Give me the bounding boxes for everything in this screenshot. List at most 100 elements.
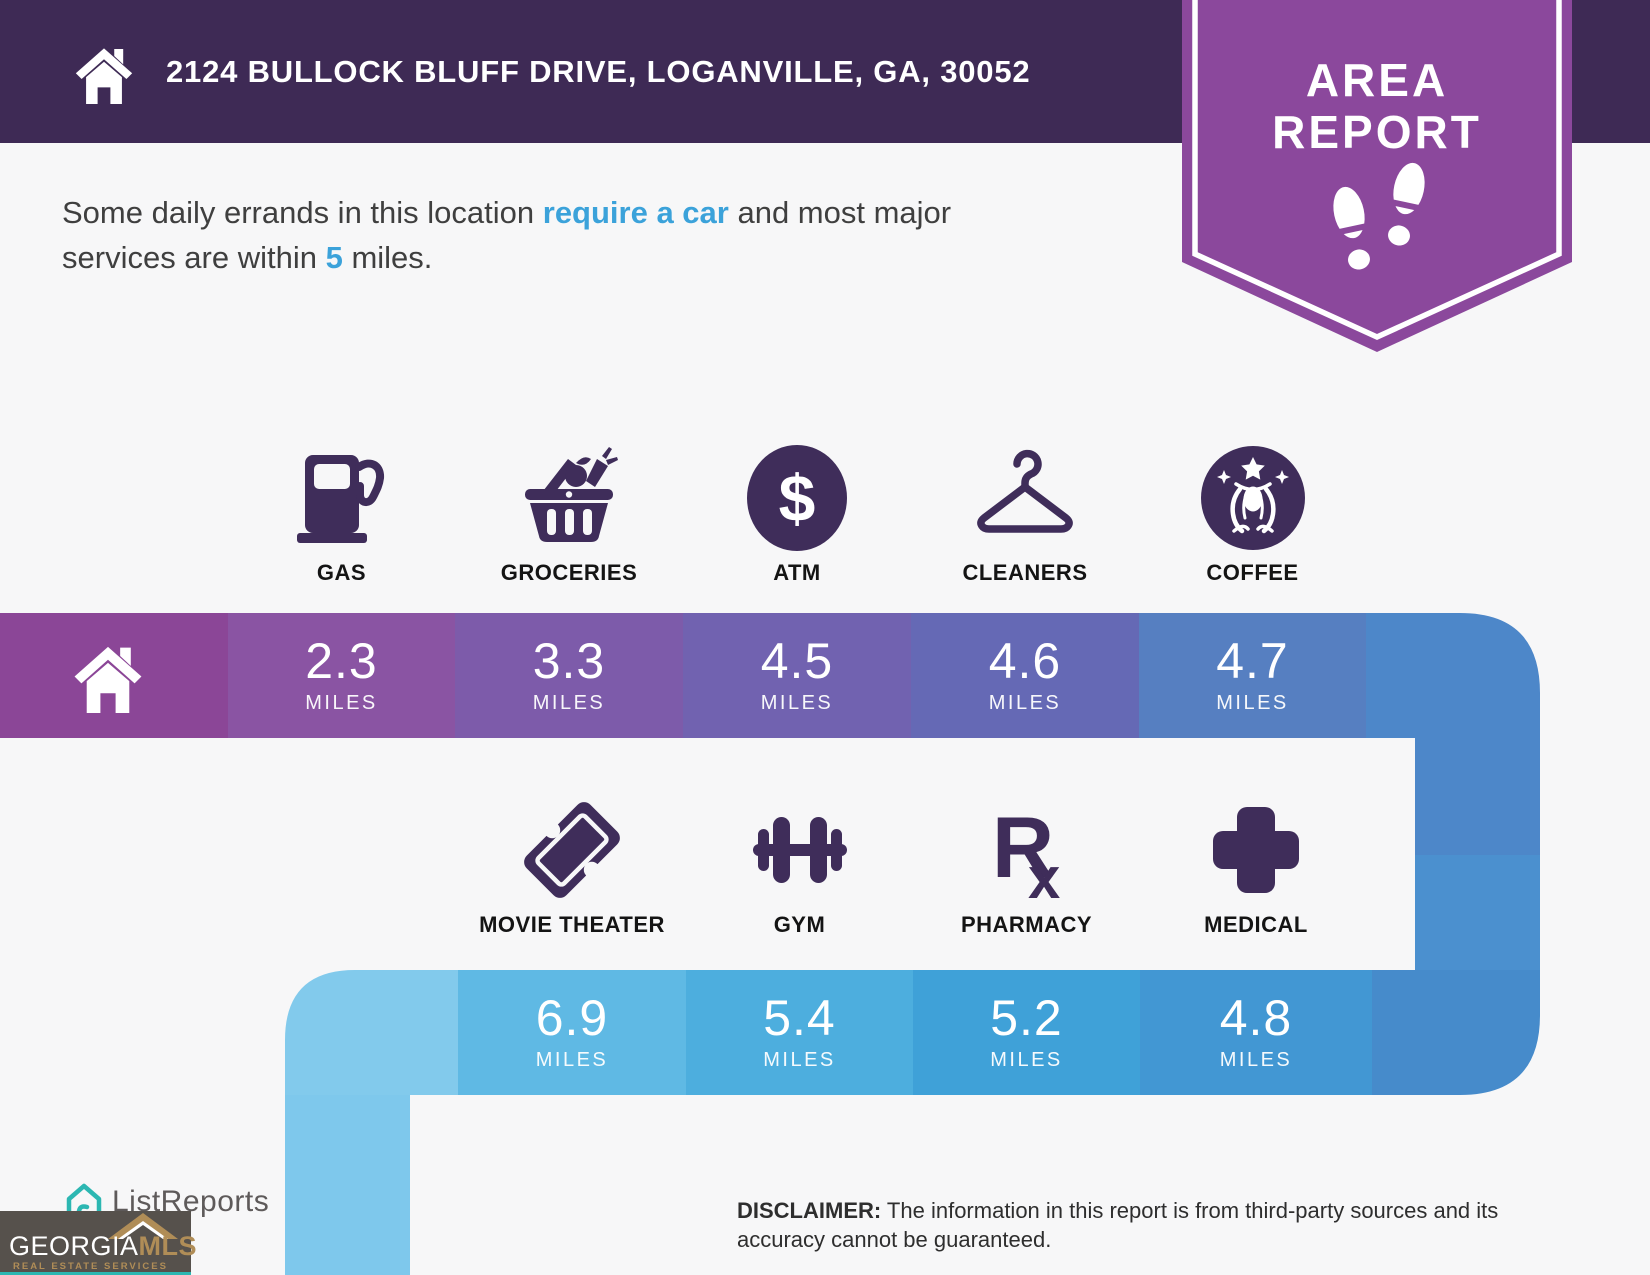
gas-pump-icon xyxy=(296,455,384,543)
rx-icon: R x xyxy=(992,800,1060,905)
mls-tagline: REAL ESTATE SERVICES xyxy=(13,1261,168,1272)
distance-unit: MILES xyxy=(1219,1049,1293,1071)
badge-shape xyxy=(1182,0,1572,352)
distance-unit: MILES xyxy=(988,692,1062,714)
amenity-label: GROCERIES xyxy=(500,560,638,585)
band1-coffee-segment xyxy=(1139,613,1366,738)
distance-unit: MILES xyxy=(1216,692,1289,714)
amenity-coffee: COFFEE xyxy=(1139,443,1366,586)
amenity-gas: GAS xyxy=(228,443,455,586)
badge-title-line2: REPORT xyxy=(1272,106,1482,158)
mls-wordmark-georgia: GEORGIA xyxy=(9,1231,139,1261)
left-strip xyxy=(285,1095,410,1275)
distance-value: 4.7 xyxy=(1216,633,1289,689)
georgia-mls-logo: GEORGIAMLS REAL ESTATE SERVICES xyxy=(0,1211,197,1275)
amenity-label: GYM xyxy=(773,912,826,937)
distance-movie-theater: 6.9 MILES xyxy=(458,970,686,1095)
distance-value: 4.5 xyxy=(760,633,834,689)
distance-unit: MILES xyxy=(760,692,834,714)
home-icon-band xyxy=(74,646,142,713)
band1-turn-segment xyxy=(1366,613,1540,738)
intro-highlight-miles: 5 xyxy=(325,240,343,275)
distance-gym: 5.4 MILES xyxy=(686,970,913,1095)
distance-pharmacy: 5.2 MILES xyxy=(913,970,1140,1095)
distance-unit: MILES xyxy=(990,1049,1063,1071)
disclaimer-label: DISCLAIMER: xyxy=(737,1198,882,1223)
intro-line2: services are within 5 miles. xyxy=(62,235,1142,280)
intro-line1-pre: Some daily errands in this location xyxy=(62,195,543,230)
distance-unit: MILES xyxy=(763,1049,836,1071)
distance-groceries: 3.3 MILES xyxy=(455,613,683,738)
right-strip-upper xyxy=(1415,738,1540,855)
band1-gas-segment xyxy=(228,613,455,738)
amenity-pharmacy: R x PHARMACY xyxy=(913,795,1140,938)
distance-value: 4.6 xyxy=(988,633,1062,689)
amenity-label: CLEANERS xyxy=(962,560,1088,585)
disclaimer-text: The information in this report is from t… xyxy=(737,1198,1499,1252)
amenity-label: PHARMACY xyxy=(960,912,1093,937)
amenity-gym: GYM xyxy=(686,795,913,938)
amenity-movie-theater: MOVIE THEATER xyxy=(458,795,686,938)
distance-unit: MILES xyxy=(305,692,378,714)
mls-teal-strip xyxy=(0,1272,191,1275)
distance-value: 2.3 xyxy=(305,633,378,689)
distance-unit: MILES xyxy=(535,1049,609,1071)
amenity-label: GAS xyxy=(316,560,367,585)
mls-wordmark-mls: MLS xyxy=(138,1231,198,1261)
intro-line2-pre: services are within xyxy=(62,240,326,275)
amenity-groceries: GROCERIES xyxy=(455,443,683,586)
property-address: 2124 BULLOCK BLUFF DRIVE, LOGANVILLE, GA… xyxy=(166,53,1031,89)
band2-movie-segment xyxy=(458,970,686,1095)
intro-line2-post: miles. xyxy=(342,240,433,275)
band2-pharmacy-segment xyxy=(913,970,1140,1095)
atm-dollar-icon: $ xyxy=(747,445,847,551)
distance-coffee: 4.7 MILES xyxy=(1139,613,1366,738)
medical-cross-icon xyxy=(1213,807,1299,893)
amenity-medical: MEDICAL xyxy=(1140,795,1372,938)
amenity-cleaners: CLEANERS xyxy=(911,443,1139,586)
distance-value: 6.9 xyxy=(535,990,609,1046)
svg-text:R: R xyxy=(992,800,1054,896)
disclaimer: DISCLAIMER: The information in this repo… xyxy=(737,1196,1587,1254)
intro-text: Some daily errands in this location requ… xyxy=(62,190,1142,280)
badge-title-line1: AREA xyxy=(1306,54,1448,106)
band1-cleaners-segment xyxy=(911,613,1139,738)
amenity-label: MEDICAL xyxy=(1204,912,1308,937)
intro-line1-post: and most major xyxy=(728,195,952,230)
right-strip-lower xyxy=(1415,855,1540,970)
distance-value: 5.2 xyxy=(990,990,1063,1046)
band1-atm-segment xyxy=(683,613,911,738)
movie-ticket-icon xyxy=(524,802,620,898)
starbucks-siren-icon xyxy=(1200,446,1305,550)
svg-text:$: $ xyxy=(779,461,816,535)
distance-gas: 2.3 MILES xyxy=(228,613,455,738)
dumbbell-icon xyxy=(752,817,847,883)
mls-wordmark: GEORGIAMLS xyxy=(9,1231,197,1262)
band2-gym-segment xyxy=(686,970,913,1095)
band1-groceries-segment xyxy=(455,613,683,738)
band2-curve-segment xyxy=(285,970,458,1095)
intro-highlight-car: require a car xyxy=(542,195,729,230)
amenity-label: ATM xyxy=(773,560,821,585)
badge-inner-border xyxy=(1192,0,1562,341)
band2-medical-segment xyxy=(1140,970,1372,1095)
band2-turn-segment xyxy=(1372,970,1540,1095)
distance-medical: 4.8 MILES xyxy=(1140,970,1372,1095)
mls-roof-icon xyxy=(108,1213,178,1239)
intro-line1: Some daily errands in this location requ… xyxy=(62,190,1142,235)
footprints-icon xyxy=(1333,162,1425,270)
hanger-icon xyxy=(977,449,1073,533)
distance-unit: MILES xyxy=(532,692,606,714)
distance-cleaners: 4.6 MILES xyxy=(911,613,1139,738)
home-icon xyxy=(75,47,133,104)
area-report-badge: AREA REPORT xyxy=(1182,0,1572,360)
grocery-basket-icon xyxy=(525,447,618,542)
distance-value: 3.3 xyxy=(532,633,606,689)
distance-value: 4.8 xyxy=(1219,990,1293,1046)
amenity-label: MOVIE THEATER xyxy=(479,912,665,937)
distance-value: 5.4 xyxy=(763,990,836,1046)
svg-text:x: x xyxy=(1028,846,1060,905)
amenity-label: COFFEE xyxy=(1206,560,1299,585)
